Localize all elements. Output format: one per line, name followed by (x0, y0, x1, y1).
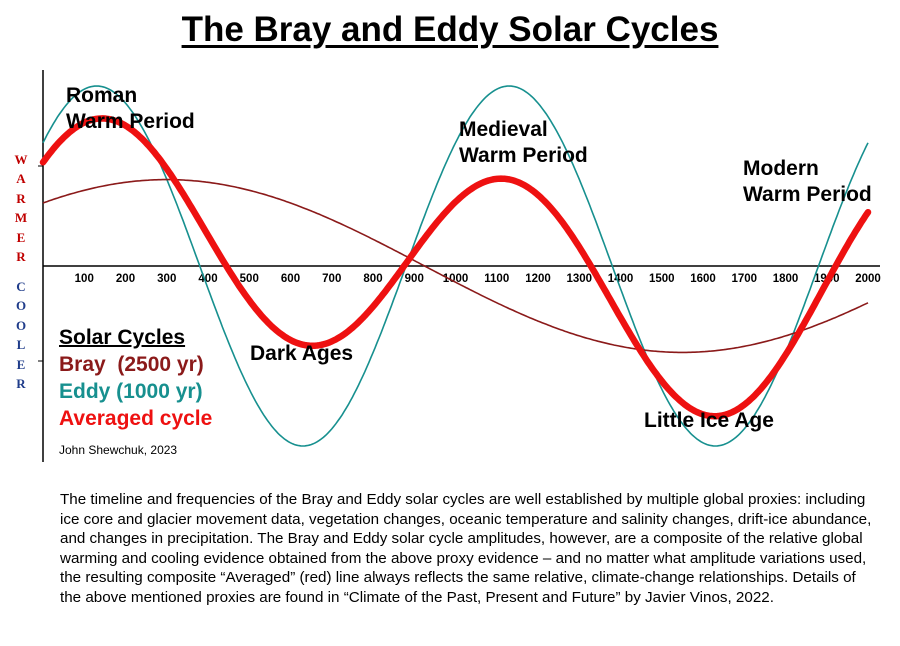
annotation-line: Warm Period (66, 110, 195, 133)
x-tick-label: 1800 (773, 273, 799, 285)
chart-axes (38, 70, 880, 462)
series-line-eddy (42, 85, 869, 447)
x-tick-label: 600 (281, 273, 300, 285)
axis-letter: O (15, 298, 27, 314)
axis-letter: A (16, 171, 26, 187)
x-tick-label: 1000 (443, 273, 469, 285)
axis-letter: R (16, 190, 26, 206)
annotation-little-ice-age: Little Ice Age (644, 409, 774, 432)
x-tick-label: 800 (363, 273, 382, 285)
axis-letter: E (16, 229, 26, 245)
x-tick-label: 100 (75, 273, 94, 285)
x-tick-label: 400 (198, 273, 217, 285)
chart-title: The Bray and Eddy Solar Cycles (181, 10, 719, 49)
legend-title: Solar Cycles (59, 326, 186, 349)
x-tick-label: 300 (157, 273, 176, 285)
axis-letter: R (16, 376, 26, 392)
axis-letter: W (14, 152, 28, 167)
chart-legend: Solar Cycles Bray (2500 yr) Eddy (1000 y… (59, 324, 212, 432)
legend-item-eddy: Eddy (1000 yr) (59, 380, 203, 403)
annotation-line: Roman (66, 84, 138, 107)
legend-item-bray: Bray (2500 yr) (59, 353, 204, 376)
legend-item-averaged: Averaged cycle (59, 407, 213, 430)
annotation-roman-warm-period: Roman Warm Period (66, 83, 195, 135)
annotation-line: Medieval (459, 118, 548, 141)
x-tick-label: 1700 (731, 273, 757, 285)
x-tick-label: 1500 (649, 273, 675, 285)
x-tick-label: 1300 (566, 273, 592, 285)
series-line-averaged (39, 115, 872, 420)
axis-letter: C (16, 279, 26, 294)
annotation-line: Modern (743, 157, 819, 180)
axis-letter: M (14, 210, 28, 226)
annotation-line: Warm Period (743, 183, 872, 206)
annotation-medieval-warm-period: Medieval Warm Period (459, 117, 588, 169)
annotation-line: Warm Period (459, 144, 588, 167)
chart-caption: The timeline and frequencies of the Bray… (60, 491, 872, 606)
author-credit: John Shewchuk, 2023 (59, 443, 178, 457)
axis-letter: E (16, 356, 26, 372)
axis-letter: R (16, 249, 26, 265)
x-axis-ticks: 100 200 300 400 500 600 700 800 900 1000 1100 1200 1… (75, 273, 881, 285)
x-tick-label: 1100 (484, 273, 509, 285)
x-tick-label: 200 (116, 273, 135, 285)
x-tick-label: 500 (240, 273, 259, 285)
x-tick-label: 700 (322, 273, 341, 285)
x-tick-label: 2000 (855, 273, 881, 285)
axis-letter: O (15, 317, 27, 333)
x-tick-label: 900 (405, 273, 424, 285)
x-tick-label: 1200 (525, 273, 551, 285)
chart-series (39, 85, 872, 447)
x-tick-label: 1400 (608, 273, 634, 285)
annotation-dark-ages: Dark Ages (250, 342, 354, 365)
annotation-modern-warm-period: Modern Warm Period (743, 156, 872, 208)
x-tick-label: 1600 (690, 273, 716, 285)
axis-letter: L (16, 337, 26, 353)
series-line-bray (42, 178, 869, 354)
